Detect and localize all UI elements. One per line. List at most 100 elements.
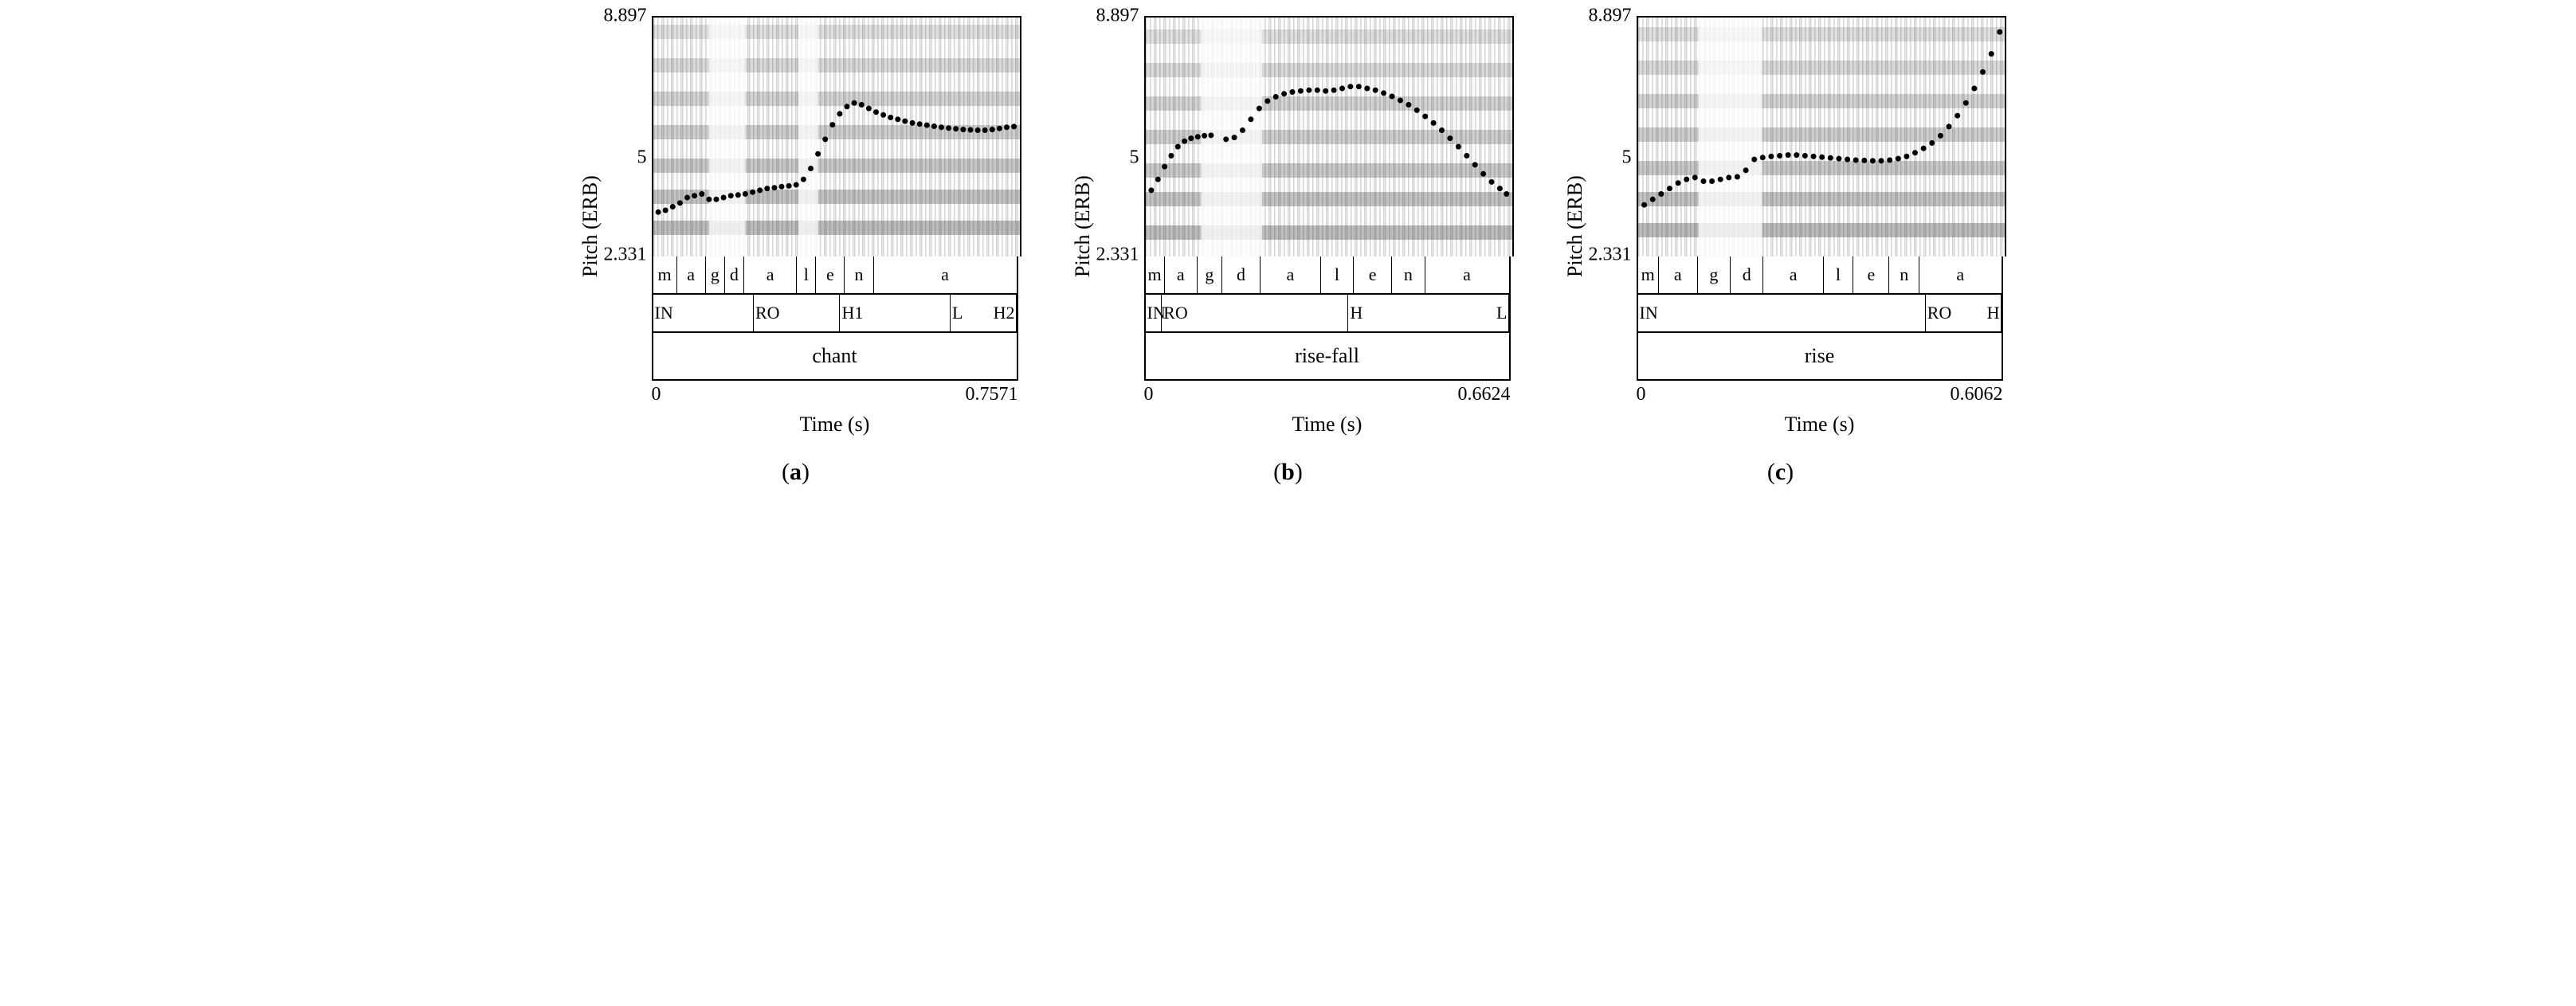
- phone-label: l: [1335, 264, 1339, 285]
- phone-label: e: [1867, 264, 1875, 285]
- xtick-end: 0.7571: [966, 384, 1018, 405]
- phone-tier: magdalena: [652, 256, 1018, 295]
- tune-label: chant: [812, 344, 857, 368]
- phone-label: d: [1743, 264, 1751, 285]
- phone-label: g: [1205, 264, 1214, 285]
- phone-label: g: [711, 264, 719, 285]
- x-axis-label: Time (s): [1637, 413, 2003, 436]
- phone-segment: e: [816, 256, 845, 293]
- phone-label: n: [855, 264, 864, 285]
- phone-label: l: [1836, 264, 1841, 285]
- y-axis-label: Pitch (ERB): [1559, 16, 1587, 436]
- panel-b: Pitch (ERB) 8.89752.331 magdalena INROHL…: [1066, 16, 1511, 486]
- target-label: RO: [1927, 303, 1952, 323]
- phone-label: l: [804, 264, 809, 285]
- plot-wrap: Pitch (ERB) 8.89752.331 magdalena INROHL…: [1066, 16, 1511, 436]
- xtick-start: 0: [652, 384, 661, 405]
- phone-segment: a: [1919, 256, 2001, 293]
- phone-segment: n: [1392, 256, 1425, 293]
- x-axis: 0 0.7571: [652, 381, 1018, 405]
- phone-segment: g: [1698, 256, 1731, 293]
- y-axis: 8.89752.331: [602, 16, 652, 255]
- phone-segment: e: [1354, 256, 1392, 293]
- spectrogram: [1144, 16, 1514, 256]
- target-tier: INRO H L: [1144, 295, 1511, 333]
- target-label: H: [1987, 303, 2000, 323]
- tune-tier: rise: [1637, 333, 2003, 381]
- phone-segment: m: [1638, 256, 1659, 293]
- target-label: L: [952, 303, 963, 323]
- phone-tier: magdalena: [1144, 256, 1511, 295]
- ytick-label: 2.331: [1589, 245, 1632, 266]
- phone-segment: l: [1321, 256, 1354, 293]
- ytick-label: 5: [1622, 147, 1632, 169]
- target-segment: IN: [1638, 295, 1926, 331]
- phone-segment: g: [1198, 256, 1222, 293]
- ytick-label: 2.331: [604, 245, 647, 266]
- target-label: H: [1350, 303, 1362, 323]
- spectrogram-svg: [1146, 18, 1512, 256]
- xtick-start: 0: [1144, 384, 1154, 405]
- panel-c: Pitch (ERB) 8.89752.331 magdalena INROH …: [1559, 16, 2003, 486]
- phone-segment: a: [1659, 256, 1698, 293]
- ytick-label: 5: [637, 147, 647, 169]
- phone-segment: n: [845, 256, 873, 293]
- phone-label: a: [1674, 264, 1682, 285]
- phone-segment: d: [1731, 256, 1763, 293]
- target-segment: H1: [840, 295, 951, 331]
- ytick-label: 8.897: [604, 6, 647, 27]
- y-axis: 8.89752.331: [1587, 16, 1637, 255]
- plot-column: magdalena INROH rise 0 0.6062 Time (s): [1637, 16, 2003, 436]
- target-segment: H: [1348, 295, 1508, 331]
- target-segment: RO: [1162, 295, 1348, 331]
- ytick-label: 5: [1130, 147, 1139, 169]
- target-label: IN: [655, 303, 673, 323]
- phone-label: a: [1287, 264, 1295, 285]
- phone-tier: magdalena: [1637, 256, 2003, 295]
- phone-label: n: [1404, 264, 1413, 285]
- phone-label: a: [767, 264, 774, 285]
- phone-segment: d: [725, 256, 744, 293]
- y-axis: 8.89752.331: [1095, 16, 1144, 255]
- target-segment: RO: [754, 295, 840, 331]
- tune-tier: chant: [652, 333, 1018, 381]
- phone-label: d: [730, 264, 739, 285]
- panel-a: Pitch (ERB) 8.89752.331 magdalena INROH1…: [574, 16, 1018, 486]
- xtick-start: 0: [1637, 384, 1646, 405]
- panel-caption: (a): [782, 459, 810, 486]
- target-label: H2: [994, 303, 1015, 323]
- phone-segment: a: [874, 256, 1017, 293]
- spectrogram-svg: [653, 18, 1020, 256]
- plot-wrap: Pitch (ERB) 8.89752.331 magdalena INROH1…: [574, 16, 1018, 436]
- target-label: L: [1496, 303, 1507, 323]
- target-label: RO: [755, 303, 780, 323]
- target-label: H1: [841, 303, 863, 323]
- phone-segment: a: [1763, 256, 1823, 293]
- phone-label: a: [941, 264, 949, 285]
- y-axis-label: Pitch (ERB): [574, 16, 602, 436]
- x-axis-label: Time (s): [1144, 413, 1511, 436]
- phone-segment: l: [797, 256, 816, 293]
- phone-label: m: [1147, 264, 1161, 285]
- xtick-end: 0.6062: [1951, 384, 2003, 405]
- plot-column: magdalena INROH1LH2 chant 0 0.7571 Time …: [652, 16, 1018, 436]
- phone-segment: a: [1425, 256, 1509, 293]
- phone-label: a: [1177, 264, 1185, 285]
- phone-segment: l: [1824, 256, 1854, 293]
- target-label: IN: [1640, 303, 1658, 323]
- target-segment: IN: [1146, 295, 1163, 331]
- x-axis-label: Time (s): [652, 413, 1018, 436]
- spectrogram-svg: [1638, 18, 2005, 256]
- target-tier: IN RO H1 L H2: [652, 295, 1018, 333]
- target-label: RO: [1163, 303, 1188, 323]
- phone-label: g: [1709, 264, 1718, 285]
- phone-label: e: [1369, 264, 1377, 285]
- figure-row: Pitch (ERB) 8.89752.331 magdalena INROH1…: [16, 16, 2560, 486]
- phone-segment: g: [706, 256, 725, 293]
- x-axis: 0 0.6062: [1637, 381, 2003, 405]
- phone-label: a: [1463, 264, 1471, 285]
- phone-segment: a: [1261, 256, 1321, 293]
- target-segment: IN: [653, 295, 755, 331]
- phone-segment: n: [1889, 256, 1919, 293]
- phone-segment: m: [1146, 256, 1165, 293]
